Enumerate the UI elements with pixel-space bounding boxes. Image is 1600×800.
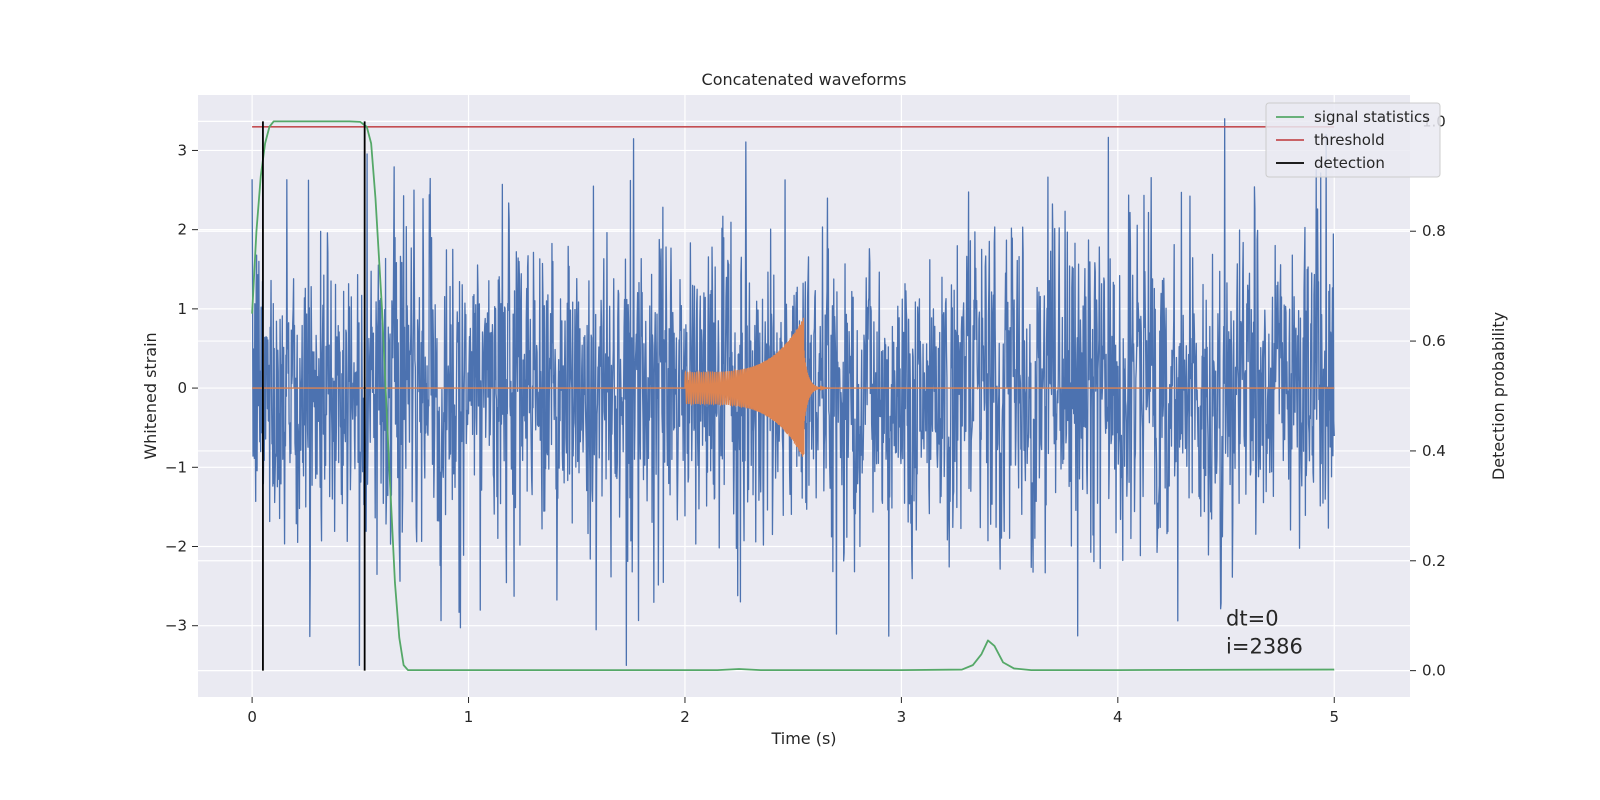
series-injected-chirp bbox=[252, 317, 1335, 457]
x-tick-label: 0 bbox=[247, 708, 257, 726]
y-tick-label-right: 0.4 bbox=[1422, 442, 1446, 460]
y-tick-label-right: 0.8 bbox=[1422, 222, 1446, 240]
legend: signal statistics threshold detection bbox=[1265, 102, 1441, 178]
y-tick-label-left: −2 bbox=[165, 538, 187, 556]
annotation: dt=0 i=2386 bbox=[1226, 607, 1303, 659]
series-signal-statistics bbox=[251, 120, 1335, 671]
legend-box bbox=[1265, 102, 1441, 178]
y-tick-label-left: −1 bbox=[165, 458, 187, 476]
x-tick-label: 4 bbox=[1113, 708, 1123, 726]
y-axis-label-right: Detection probability bbox=[1489, 312, 1508, 480]
y-tick-label-right: 0.6 bbox=[1422, 332, 1446, 350]
y-tick-label-left: 2 bbox=[177, 221, 187, 239]
x-tick-label: 3 bbox=[897, 708, 907, 726]
legend-entry: signal statistics bbox=[1314, 108, 1430, 126]
annotation-text: i=2386 bbox=[1226, 635, 1303, 659]
y-tick-label-left: −3 bbox=[165, 617, 187, 635]
legend-entry: detection bbox=[1314, 154, 1385, 172]
y-axis-label-left: Whitened strain bbox=[141, 332, 160, 459]
x-tick-label: 1 bbox=[464, 708, 474, 726]
x-axis-label: Time (s) bbox=[770, 729, 836, 748]
y-tick-label-left: 1 bbox=[177, 300, 187, 318]
chart-title: Concatenated waveforms bbox=[702, 70, 907, 89]
y-tick-label-left: 3 bbox=[177, 141, 187, 159]
annotation-text: dt=0 bbox=[1226, 607, 1279, 631]
legend-entry: threshold bbox=[1314, 131, 1385, 149]
plot-content bbox=[251, 118, 1335, 671]
x-tick-label: 5 bbox=[1329, 708, 1339, 726]
x-tick-label: 2 bbox=[680, 708, 690, 726]
y-tick-label-right: 0.2 bbox=[1422, 552, 1446, 570]
y-tick-label-right: 0.0 bbox=[1422, 662, 1446, 680]
y-tick-label-left: 0 bbox=[177, 379, 187, 397]
